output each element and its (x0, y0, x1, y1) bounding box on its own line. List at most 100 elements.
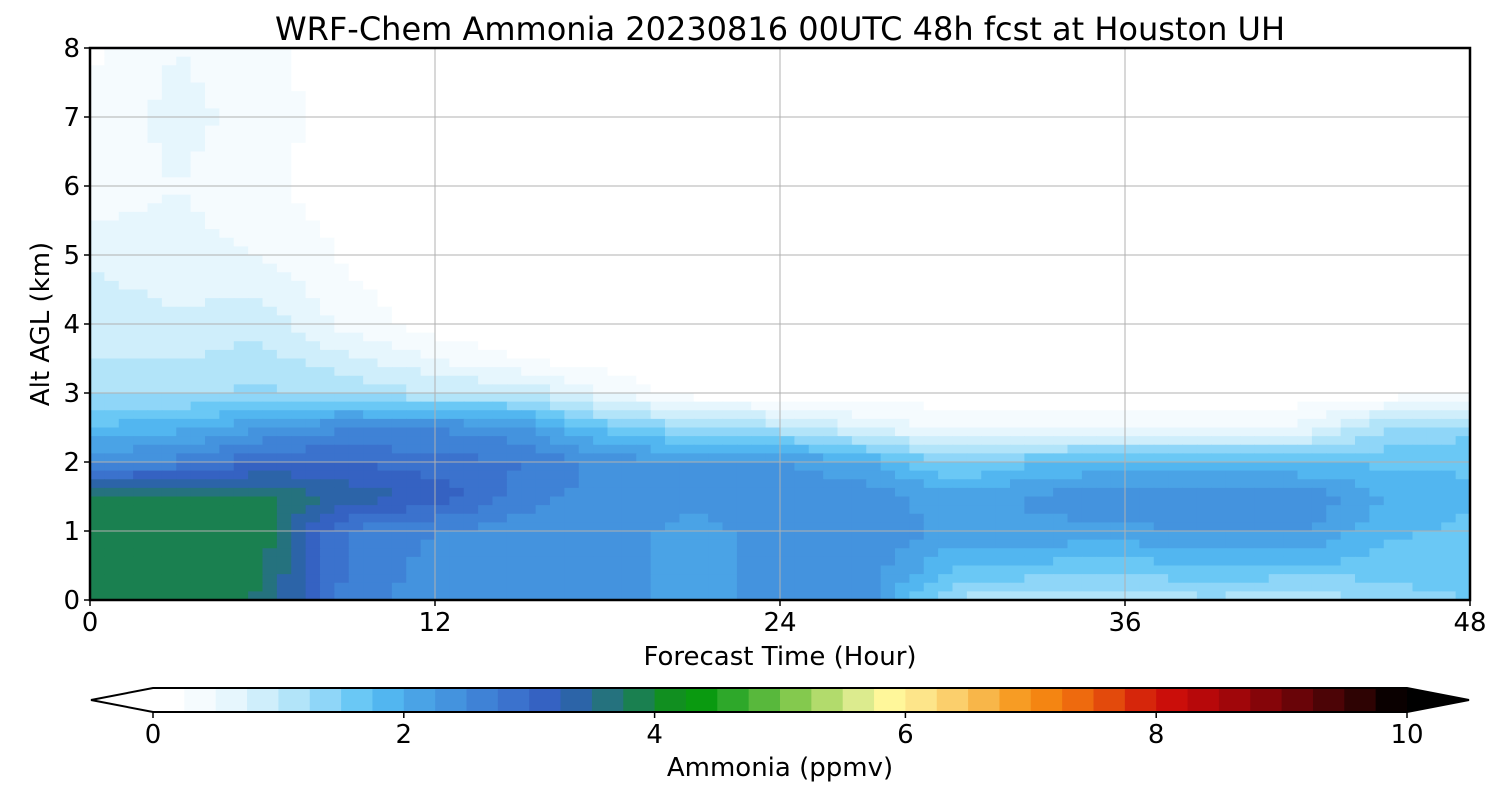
heatmap-cell (363, 82, 379, 92)
heatmap-cell (420, 237, 436, 247)
heatmap-cell (90, 462, 105, 472)
heatmap-cell (1053, 298, 1069, 308)
heatmap-cell (1340, 246, 1356, 256)
heatmap-cell (550, 410, 565, 420)
heatmap-cell (751, 289, 767, 299)
chart-title: WRF-Chem Ammonia 20230816 00UTC 48h fcst… (275, 10, 1285, 48)
heatmap-cell (607, 151, 623, 161)
heatmap-cell (463, 82, 479, 92)
heatmap-cell (104, 99, 120, 109)
heatmap-cell (406, 479, 422, 489)
heatmap-cell (1426, 315, 1442, 325)
heatmap-cell (463, 427, 479, 437)
heatmap-cell (1096, 151, 1112, 161)
heatmap-cell (1240, 186, 1255, 196)
heatmap-cell (1067, 289, 1083, 299)
heatmap-cell (305, 203, 321, 213)
heatmap-cell (463, 358, 479, 368)
heatmap-cell (621, 453, 637, 463)
heatmap-cell (564, 349, 580, 360)
heatmap-cell (923, 375, 939, 385)
heatmap-cell (521, 479, 537, 489)
heatmap-cell (966, 168, 982, 178)
heatmap-cell (420, 341, 436, 351)
heatmap-cell (693, 315, 709, 325)
heatmap-cell (147, 487, 163, 498)
heatmap-cell (981, 125, 997, 135)
heatmap-cell (851, 125, 867, 135)
heatmap-cell (1225, 341, 1241, 351)
heatmap-cell (506, 401, 522, 411)
heatmap-cell (1096, 341, 1112, 351)
heatmap-cell (1125, 117, 1140, 127)
heatmap-cell (262, 134, 278, 144)
heatmap-cell (1383, 444, 1399, 454)
heatmap-cell (1153, 349, 1169, 360)
heatmap-cell (650, 73, 666, 84)
heatmap-cell (147, 427, 163, 437)
heatmap-cell (248, 358, 264, 368)
heatmap-cell (435, 117, 450, 127)
heatmap-cell (406, 203, 422, 213)
heatmap-cell (1240, 237, 1255, 247)
heatmap-cell (1426, 263, 1442, 273)
heatmap-cell (492, 280, 508, 291)
heatmap-cell (219, 186, 235, 196)
heatmap-cell (550, 65, 565, 75)
heatmap-cell (1240, 332, 1255, 342)
heatmap-cell (693, 220, 709, 230)
heatmap-cell (463, 289, 479, 299)
heatmap-cell (995, 194, 1011, 204)
heatmap-cell (449, 470, 465, 480)
heatmap-cell (650, 91, 666, 101)
heatmap-cell (205, 237, 220, 247)
heatmap-cell (593, 237, 609, 247)
heatmap-cell (650, 401, 666, 411)
heatmap-cell (693, 487, 709, 498)
heatmap-cell (1038, 401, 1054, 411)
heatmap-cell (1096, 306, 1112, 316)
heatmap-cell (981, 56, 997, 66)
heatmap-cell (995, 125, 1011, 135)
heatmap-cell (118, 194, 134, 204)
heatmap-cell (679, 203, 695, 213)
heatmap-cell (1355, 263, 1370, 273)
heatmap-cell (463, 134, 479, 144)
heatmap-cell (578, 134, 594, 144)
heatmap-cell (981, 401, 997, 411)
heatmap-cell (1254, 272, 1270, 282)
heatmap-cell (348, 436, 364, 446)
heatmap-cell (190, 246, 206, 256)
heatmap-cell (1398, 367, 1414, 377)
heatmap-cell (305, 125, 321, 135)
heatmap-cell (1254, 263, 1270, 273)
heatmap-cell (377, 211, 393, 222)
heatmap-cell (880, 108, 896, 118)
heatmap-cell (938, 194, 954, 204)
heatmap-cell (262, 410, 278, 420)
heatmap-cell (1110, 487, 1126, 498)
heatmap-cell (1067, 324, 1083, 334)
heatmap-cell (780, 82, 795, 92)
heatmap-cell (1211, 194, 1227, 204)
heatmap-cell (90, 375, 105, 385)
heatmap-cell (665, 263, 680, 273)
heatmap-cell (1283, 220, 1299, 230)
heatmap-cell (1412, 48, 1428, 58)
heatmap-cell (938, 151, 954, 161)
heatmap-cell (1211, 82, 1227, 92)
heatmap-cell (650, 108, 666, 118)
heatmap-cell (1038, 65, 1054, 75)
heatmap-cell (133, 306, 149, 316)
heatmap-cell (550, 384, 565, 394)
heatmap-cell (578, 91, 594, 101)
heatmap-cell (147, 211, 163, 222)
heatmap-cell (248, 393, 264, 403)
heatmap-cell (981, 315, 997, 325)
heatmap-cell (233, 168, 249, 178)
heatmap-cell (794, 280, 810, 291)
heatmap-cell (118, 177, 134, 187)
heatmap-cell (449, 65, 465, 75)
heatmap-cell (607, 427, 623, 437)
heatmap-cell (1053, 401, 1069, 411)
